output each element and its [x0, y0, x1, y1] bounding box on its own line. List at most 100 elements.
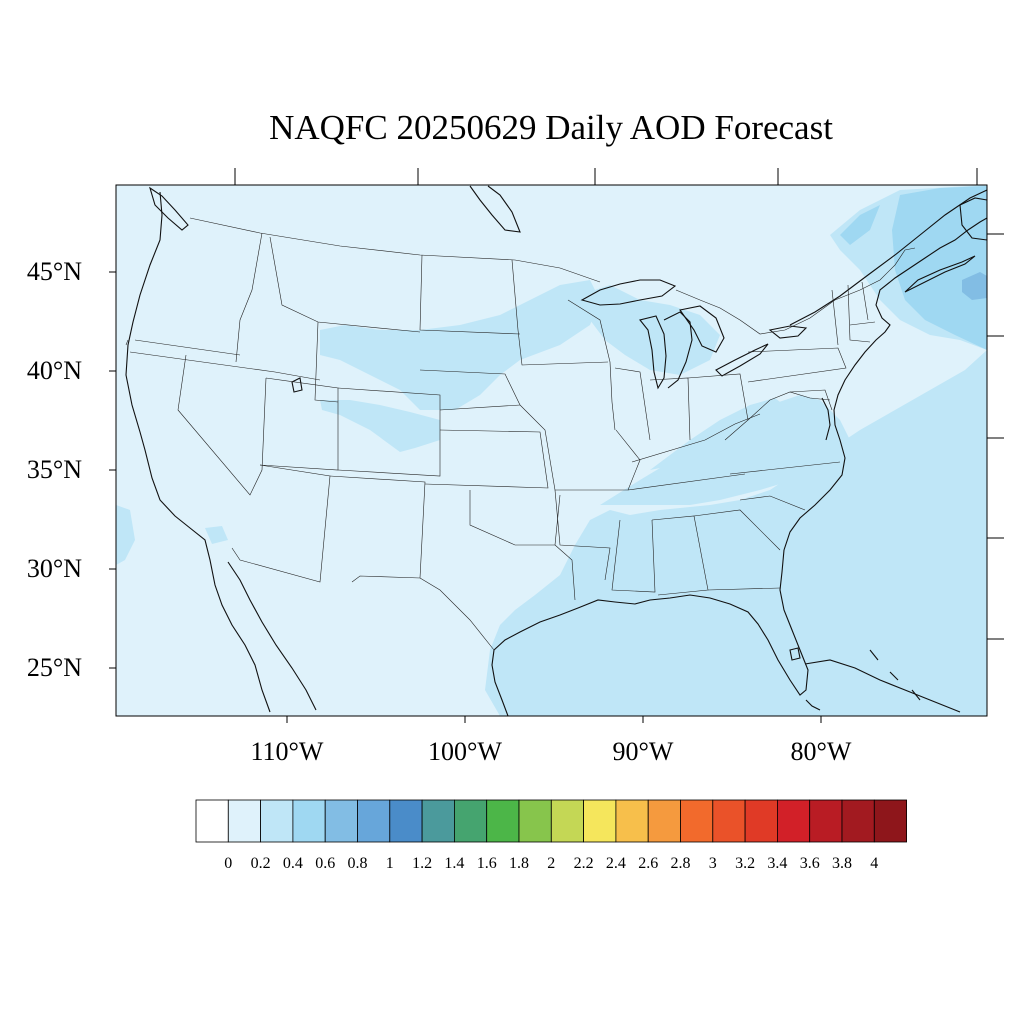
wa-or — [134, 339, 241, 356]
aod-region-atlantic — [485, 350, 987, 716]
colorbar-box — [357, 799, 391, 843]
map-frame — [115, 184, 988, 717]
al-ga — [651, 515, 709, 596]
oh — [687, 373, 749, 441]
colorbar-label: 1 — [385, 855, 394, 872]
colorbar-box — [292, 799, 326, 843]
colorbar-box — [550, 799, 584, 843]
newfoundland-part — [959, 197, 987, 241]
md-de — [789, 389, 833, 411]
lon-label-110w: 110°W — [250, 737, 324, 766]
lat-label-40n: 40°N — [26, 356, 82, 385]
colorbar-label: 2.2 — [573, 855, 594, 872]
pa-ny — [747, 347, 847, 383]
colorbar — [195, 799, 907, 843]
chesapeake-bay — [821, 397, 831, 441]
canada-border — [189, 217, 916, 335]
colorbar-label: 0 — [224, 855, 233, 872]
colorbar-box — [453, 799, 488, 843]
colorbar-label: 3.2 — [735, 855, 756, 872]
lon-label-100w: 100°W — [428, 737, 502, 766]
colorbar-label: 2.4 — [605, 855, 626, 872]
lake-ontario — [768, 325, 808, 339]
ne-ks — [419, 369, 521, 411]
colorbar-label: 0.2 — [250, 855, 271, 872]
colorbar-box — [873, 799, 907, 843]
ar-la — [554, 489, 611, 581]
lat-label-30n: 30°N — [26, 554, 82, 583]
tx-outline — [419, 544, 576, 651]
mn-ia — [511, 259, 609, 366]
plot-title: NAQFC 20250629 Daily AOD Forecast — [269, 108, 833, 147]
hudson-bay-edge — [469, 185, 521, 233]
wy-ne — [314, 321, 339, 403]
lake-superior — [580, 279, 677, 306]
aod-region-maritimes-inner — [840, 205, 880, 245]
ms-al — [611, 519, 656, 593]
or-ca — [125, 339, 321, 381]
mexico-east-coast — [491, 649, 509, 716]
colorbar-box — [389, 799, 423, 843]
id-west — [235, 232, 263, 363]
colorbar-label: 3.4 — [767, 855, 788, 872]
ut-co — [259, 377, 339, 471]
colorbar-label: 4 — [870, 855, 879, 872]
colorbar-box — [227, 799, 262, 843]
colorbar-box — [712, 799, 746, 843]
wi-il — [567, 299, 616, 431]
colorbar-box — [324, 799, 358, 843]
aod-region-southwest-coast — [116, 505, 135, 565]
axis-ticks — [109, 168, 1004, 723]
colorbar-box — [615, 799, 649, 843]
colorbar-box — [195, 799, 229, 843]
mt-south — [269, 236, 421, 333]
baja-gulf-coast — [227, 561, 317, 711]
colorbar-label: 1.6 — [476, 855, 497, 872]
political-boundaries — [125, 217, 916, 651]
vancouver-island — [149, 186, 189, 231]
colorbar-label: 2 — [547, 855, 556, 872]
ks-ok — [424, 429, 549, 489]
colorbar-label: 0.8 — [347, 855, 368, 872]
colorbar-box — [421, 799, 455, 843]
lake-huron — [679, 305, 725, 353]
lon-label-80w: 80°W — [790, 737, 852, 766]
sc-nc — [729, 461, 841, 511]
great-salt-lake — [291, 377, 303, 393]
ga-fl — [693, 509, 781, 591]
lat-label-45n: 45°N — [26, 257, 82, 286]
colorbar-box — [260, 799, 294, 843]
colorbar-box — [809, 799, 843, 843]
michigan-peninsula — [663, 311, 693, 389]
aod-region-northern-plains — [320, 280, 600, 410]
nv-ut — [177, 354, 267, 496]
aod-region-great-lakes — [580, 285, 720, 375]
colorbar-label: 1.4 — [444, 855, 465, 872]
colorbar-label: 3.6 — [799, 855, 820, 872]
colorbar-box — [518, 799, 552, 843]
aod-region-colorado — [320, 400, 440, 452]
colorbar-box — [777, 799, 811, 843]
lake-okeechobee — [789, 647, 801, 661]
nd-sd — [419, 254, 521, 335]
coastlines — [125, 185, 987, 716]
colorbar-label: 1.8 — [509, 855, 529, 872]
aod-region-gulf-st-lawrence — [962, 272, 987, 300]
colorbar-box — [583, 799, 617, 843]
colorbar-label: 0.6 — [315, 855, 336, 872]
colorbar-box — [680, 799, 714, 843]
colorbar-box — [744, 799, 778, 843]
co-east — [337, 387, 441, 477]
new-england — [831, 281, 876, 346]
lat-label-25n: 25°N — [26, 653, 82, 682]
colorbar-box — [841, 799, 875, 843]
bahamas — [869, 649, 921, 701]
mo — [519, 404, 641, 491]
aod-region-southeast — [600, 395, 850, 505]
gulf-coast — [493, 549, 809, 696]
aod-field — [116, 185, 987, 716]
lon-label-90w: 90°W — [612, 737, 674, 766]
ok-tx — [469, 490, 561, 546]
lake-michigan — [639, 315, 667, 390]
